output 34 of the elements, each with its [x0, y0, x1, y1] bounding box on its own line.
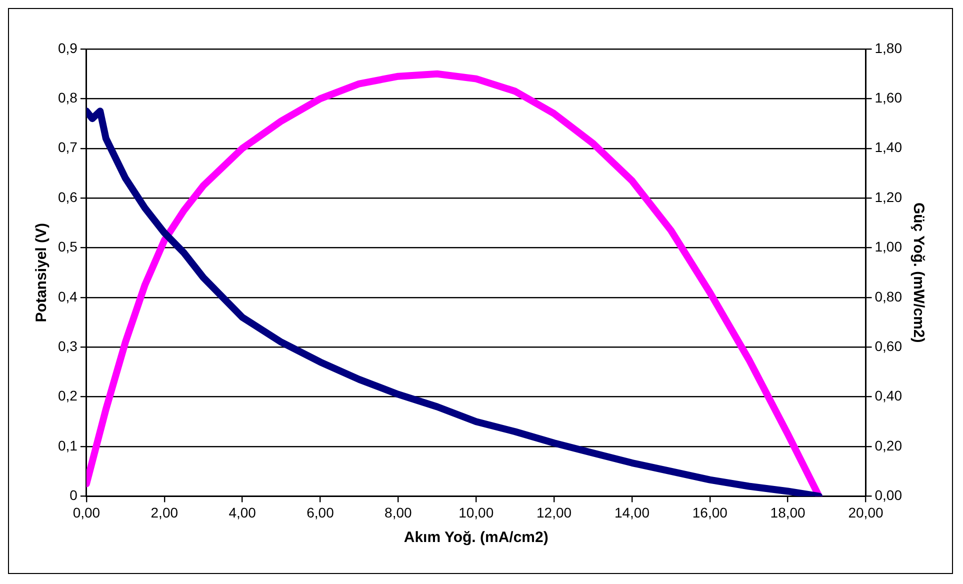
y2-tick-label: 0,00 [874, 487, 902, 504]
y2-tick-label: 0,20 [874, 437, 902, 454]
y2-tick-label: 1,40 [874, 139, 902, 156]
x-tick-label: 4,00 [228, 504, 256, 520]
y2-tick-label: 1,00 [874, 238, 902, 255]
x-axis-title: Akım Yoğ. (mA/cm2) [404, 529, 548, 546]
y-tick-label: 0,7 [58, 139, 78, 156]
y-tick-label: 0,8 [58, 90, 78, 106]
y-tick-label: 0,9 [58, 40, 78, 56]
x-tick-label: 10,00 [458, 504, 494, 520]
y-tick-label: 0 [70, 487, 78, 504]
y2-tick-label: 0,60 [874, 338, 902, 354]
x-tick-label: 2,00 [150, 504, 178, 520]
y2-tick-label: 1,20 [874, 188, 902, 205]
y-tick-label: 0,1 [58, 437, 78, 454]
y-axis-title: Potansiyel (V) [33, 223, 50, 322]
x-tick-label: 8,00 [384, 504, 412, 520]
y2-tick-label: 0,80 [874, 288, 902, 304]
x-tick-label: 16,00 [692, 504, 728, 520]
x-tick-label: 12,00 [536, 504, 572, 520]
y2-tick-label: 1,60 [874, 90, 902, 106]
y-tick-label: 0,3 [58, 338, 78, 354]
y-tick-label: 0,2 [58, 388, 78, 404]
y-tick-label: 0,5 [58, 238, 78, 255]
y2-axis-title: Güç Yoğ. (mW/cm2) [910, 202, 927, 343]
x-tick-label: 14,00 [614, 504, 650, 520]
y2-tick-label: 0,40 [874, 388, 902, 404]
x-tick-label: 20,00 [848, 504, 884, 520]
x-tick-label: 6,00 [306, 504, 334, 520]
y-tick-label: 0,4 [58, 288, 78, 304]
y2-tick-label: 1,80 [874, 40, 902, 56]
x-tick-label: 0,00 [72, 504, 100, 520]
y-tick-label: 0,6 [58, 188, 78, 205]
x-tick-label: 18,00 [770, 504, 806, 520]
